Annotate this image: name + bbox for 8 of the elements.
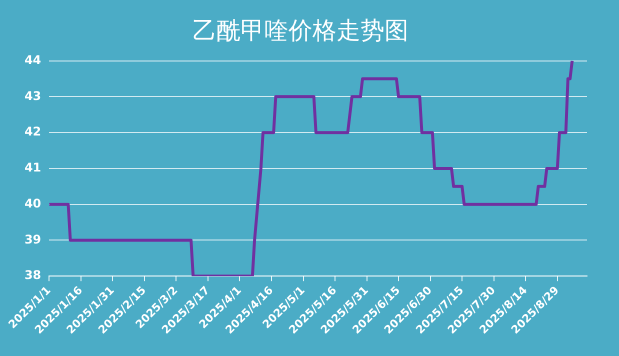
y-tick-label: 44 [24, 52, 42, 67]
y-tick-label: 40 [24, 196, 42, 210]
y-tick-label: 42 [24, 124, 42, 139]
y-tick-label: 39 [24, 232, 42, 246]
chart-title: 乙酰甲喹价格走势图 [192, 16, 408, 45]
y-tick-label: 43 [24, 88, 42, 103]
y-tick-label: 41 [24, 160, 42, 175]
y-tick-label: 38 [24, 268, 42, 282]
